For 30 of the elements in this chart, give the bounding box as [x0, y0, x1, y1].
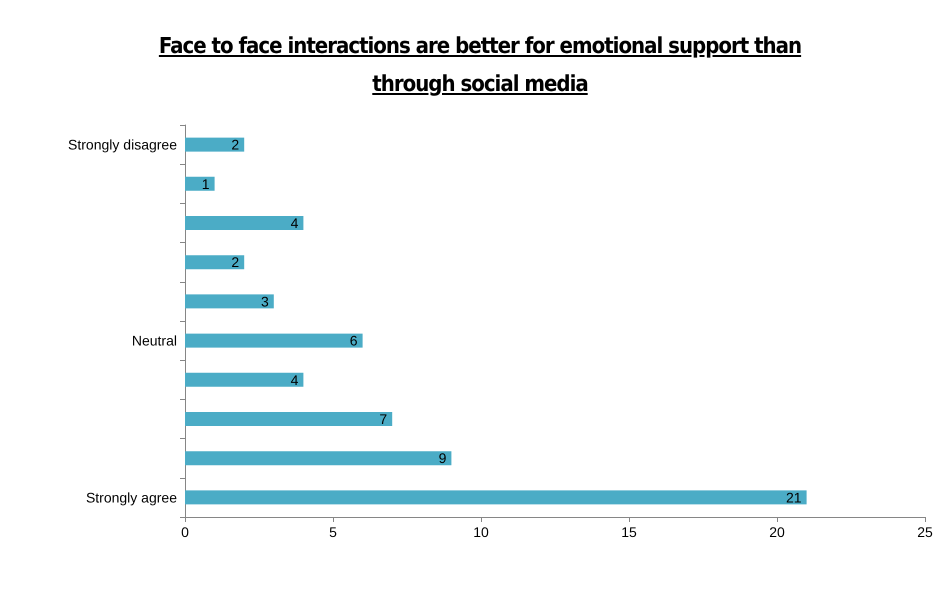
x-tick-label: 5 — [329, 524, 338, 540]
x-tick-label: 20 — [769, 524, 785, 540]
y-tick-label: Strongly agree — [86, 489, 178, 506]
x-tick-label: 25 — [917, 524, 933, 540]
x-tick-label: 0 — [181, 524, 190, 540]
x-tick-label: 15 — [621, 524, 637, 540]
bar — [185, 294, 274, 308]
bar — [185, 412, 392, 426]
bar — [185, 138, 244, 152]
bar — [185, 216, 304, 230]
bar — [185, 451, 452, 466]
bar — [185, 490, 807, 504]
bar — [185, 334, 363, 348]
y-tick-label: Neutral — [132, 332, 177, 349]
data-label: 1 — [202, 176, 210, 192]
bar — [185, 255, 244, 270]
chart-title: Face to face interactions are better for emotional support than through social media — [158, 33, 802, 99]
data-label: 7 — [379, 411, 388, 427]
data-label: 6 — [350, 332, 358, 349]
y-tick-label: Strongly disagree — [68, 136, 178, 153]
data-label: 2 — [231, 136, 240, 153]
x-tick-label: 10 — [473, 524, 489, 540]
bar — [185, 176, 215, 191]
data-label: 2 — [231, 254, 240, 270]
data-label: 4 — [290, 215, 299, 231]
data-label: 9 — [438, 450, 447, 466]
bar — [185, 372, 304, 387]
data-label: 3 — [261, 293, 270, 310]
data-label: 4 — [290, 372, 299, 388]
data-label: 21 — [786, 489, 802, 506]
